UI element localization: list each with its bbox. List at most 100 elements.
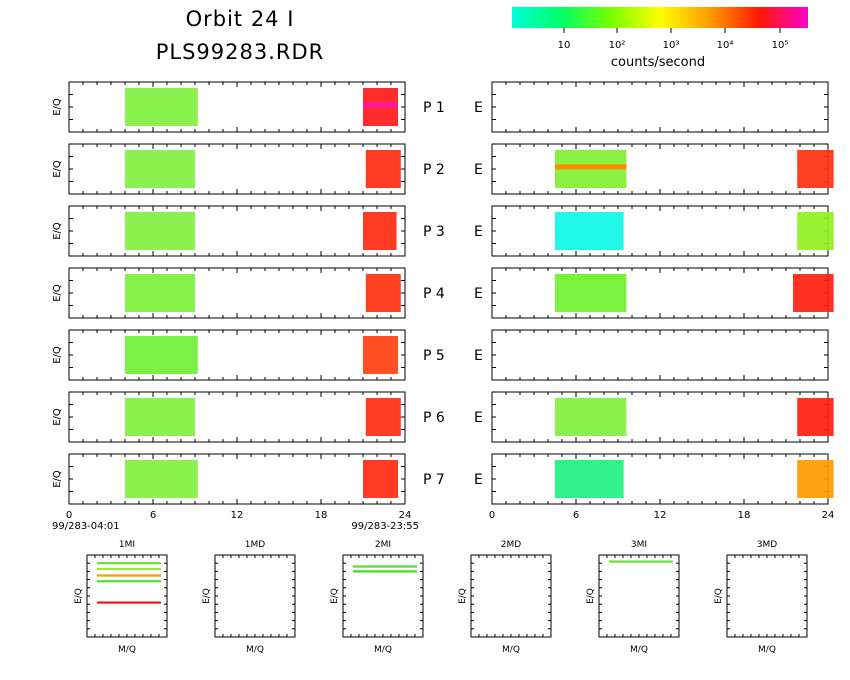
right-panel-7 xyxy=(491,453,834,505)
mq-panel-title: 2MD xyxy=(501,540,521,550)
row-label-e: E xyxy=(474,472,483,488)
colorbar-tick-label: 10⁴ xyxy=(717,40,734,51)
heatmap-block xyxy=(363,460,398,498)
heatmap-band xyxy=(363,102,398,108)
mq-frame xyxy=(726,554,808,638)
end-time: 99/283-23:55 xyxy=(351,521,419,532)
colorbar-label: counts/second xyxy=(611,55,705,70)
left-panel-4: E/Q xyxy=(52,267,406,319)
mq-xlabel: M/Q xyxy=(630,645,648,655)
panel-frame xyxy=(491,391,829,443)
row-label-p: P 2 xyxy=(423,162,445,178)
heatmap-block xyxy=(365,150,401,188)
main-panels: E/Q P 1 E E/Q P 2 E E/Q P 3 E E/Q P 4 E E/Q P 5 E E/Q P … xyxy=(52,81,834,532)
colorbar: 10 10² 10³ 10⁴ 10⁵ counts/second xyxy=(512,7,808,70)
row-label-e: E xyxy=(474,348,483,364)
mq-panel-title: 1MD xyxy=(245,540,265,550)
mq-panel-title: 3MI xyxy=(631,540,647,550)
right-panel-1 xyxy=(491,81,829,133)
start-time: 99/283-04:01 xyxy=(52,521,120,532)
row-label-p: P 6 xyxy=(423,410,445,426)
right-panel-6 xyxy=(491,391,834,443)
mq-xlabel: M/Q xyxy=(118,645,136,655)
heatmap-block xyxy=(125,274,195,312)
panel-frame xyxy=(491,267,829,319)
colorbar-gradient xyxy=(512,7,808,28)
xtick-label: 0 xyxy=(66,510,72,521)
right-panel-3 xyxy=(491,205,834,257)
mq-xlabel: M/Q xyxy=(758,645,776,655)
panel-frame xyxy=(68,143,406,195)
mq-xlabel: M/Q xyxy=(374,645,392,655)
ylabel: E/Q xyxy=(52,222,63,240)
heatmap-block xyxy=(365,274,401,312)
mq-ylabel: E/Q xyxy=(330,588,340,604)
xtick-label: 12 xyxy=(654,510,667,521)
heatmap-block xyxy=(797,150,834,188)
mq-frame xyxy=(470,554,552,638)
mq-ylabel: E/Q xyxy=(202,588,212,604)
mq-frame xyxy=(86,554,168,638)
title-line2: PLS99283.RDR xyxy=(155,40,325,64)
xtick-label: 24 xyxy=(399,510,412,521)
heatmap-block xyxy=(363,212,397,250)
mq-xlabel: M/Q xyxy=(246,645,264,655)
row-label-p: P 1 xyxy=(423,100,445,116)
mq-xlabel: M/Q xyxy=(502,645,520,655)
panel-frame xyxy=(491,143,829,195)
mq-ylabel: E/Q xyxy=(74,588,84,604)
heatmap-block xyxy=(793,274,834,312)
heatmap-block xyxy=(125,88,198,126)
colorbar-tick-label: 10 xyxy=(558,40,571,51)
panel-frame xyxy=(68,205,406,257)
mq-ylabel: E/Q xyxy=(586,588,596,604)
title-line1: Orbit 24 I xyxy=(185,7,295,31)
heatmap-block xyxy=(125,460,198,498)
xtick-label: 18 xyxy=(315,510,328,521)
ylabel: E/Q xyxy=(52,284,63,302)
mq-frame xyxy=(214,554,296,638)
heatmap-block xyxy=(125,398,195,436)
left-panel-6: E/Q xyxy=(52,391,406,443)
row-label-p: P 5 xyxy=(423,348,445,364)
mq-panel-1mi: 1MI M/Q E/Q xyxy=(74,540,168,655)
ylabel: E/Q xyxy=(52,408,63,426)
row-label-p: P 7 xyxy=(423,472,445,488)
mq-panel-title: 1MI xyxy=(119,540,135,550)
heatmap-block xyxy=(125,212,195,250)
heatmap-block xyxy=(555,212,624,250)
heatmap-block xyxy=(555,398,627,436)
heatmap-block xyxy=(797,460,834,498)
panel-frame xyxy=(491,81,829,133)
right-panel-2 xyxy=(491,143,834,195)
mq-ylabel: E/Q xyxy=(714,588,724,604)
xtick-label: 6 xyxy=(573,510,579,521)
row-label-e: E xyxy=(474,410,483,426)
colorbar-tick-label: 10² xyxy=(609,40,626,51)
ylabel: E/Q xyxy=(52,346,63,364)
heatmap-block xyxy=(555,150,627,188)
row-label-p: P 3 xyxy=(423,224,445,240)
panel-frame xyxy=(68,267,406,319)
mq-panel-1md: 1MD M/Q E/Q xyxy=(202,540,296,655)
heatmap-block xyxy=(125,336,198,374)
left-panel-3: E/Q xyxy=(52,205,406,257)
xtick-label: 18 xyxy=(738,510,751,521)
mq-panel-title: 2MI xyxy=(375,540,391,550)
heatmap-block xyxy=(125,150,195,188)
left-panel-1: E/Q xyxy=(52,81,406,133)
heatmap-block xyxy=(363,88,398,126)
panel-frame xyxy=(68,453,406,505)
xtick-label: 0 xyxy=(489,510,495,521)
xtick-label: 6 xyxy=(150,510,156,521)
row-label-e: E xyxy=(474,286,483,302)
panel-frame xyxy=(68,329,406,381)
mq-ylabel: E/Q xyxy=(458,588,468,604)
mq-panels: 1MI M/Q E/Q 1MD M/Q E/Q 2MI M/Q E/Q 2MD M/Q E/Q 3MI M… xyxy=(74,540,808,655)
heatmap-block xyxy=(363,336,398,374)
xtick-label: 12 xyxy=(231,510,244,521)
left-panel-2: E/Q xyxy=(52,143,406,195)
row-label-e: E xyxy=(474,224,483,240)
colorbar-tick-label: 10³ xyxy=(663,40,680,51)
colorbar-tick-label: 10⁵ xyxy=(772,40,789,51)
